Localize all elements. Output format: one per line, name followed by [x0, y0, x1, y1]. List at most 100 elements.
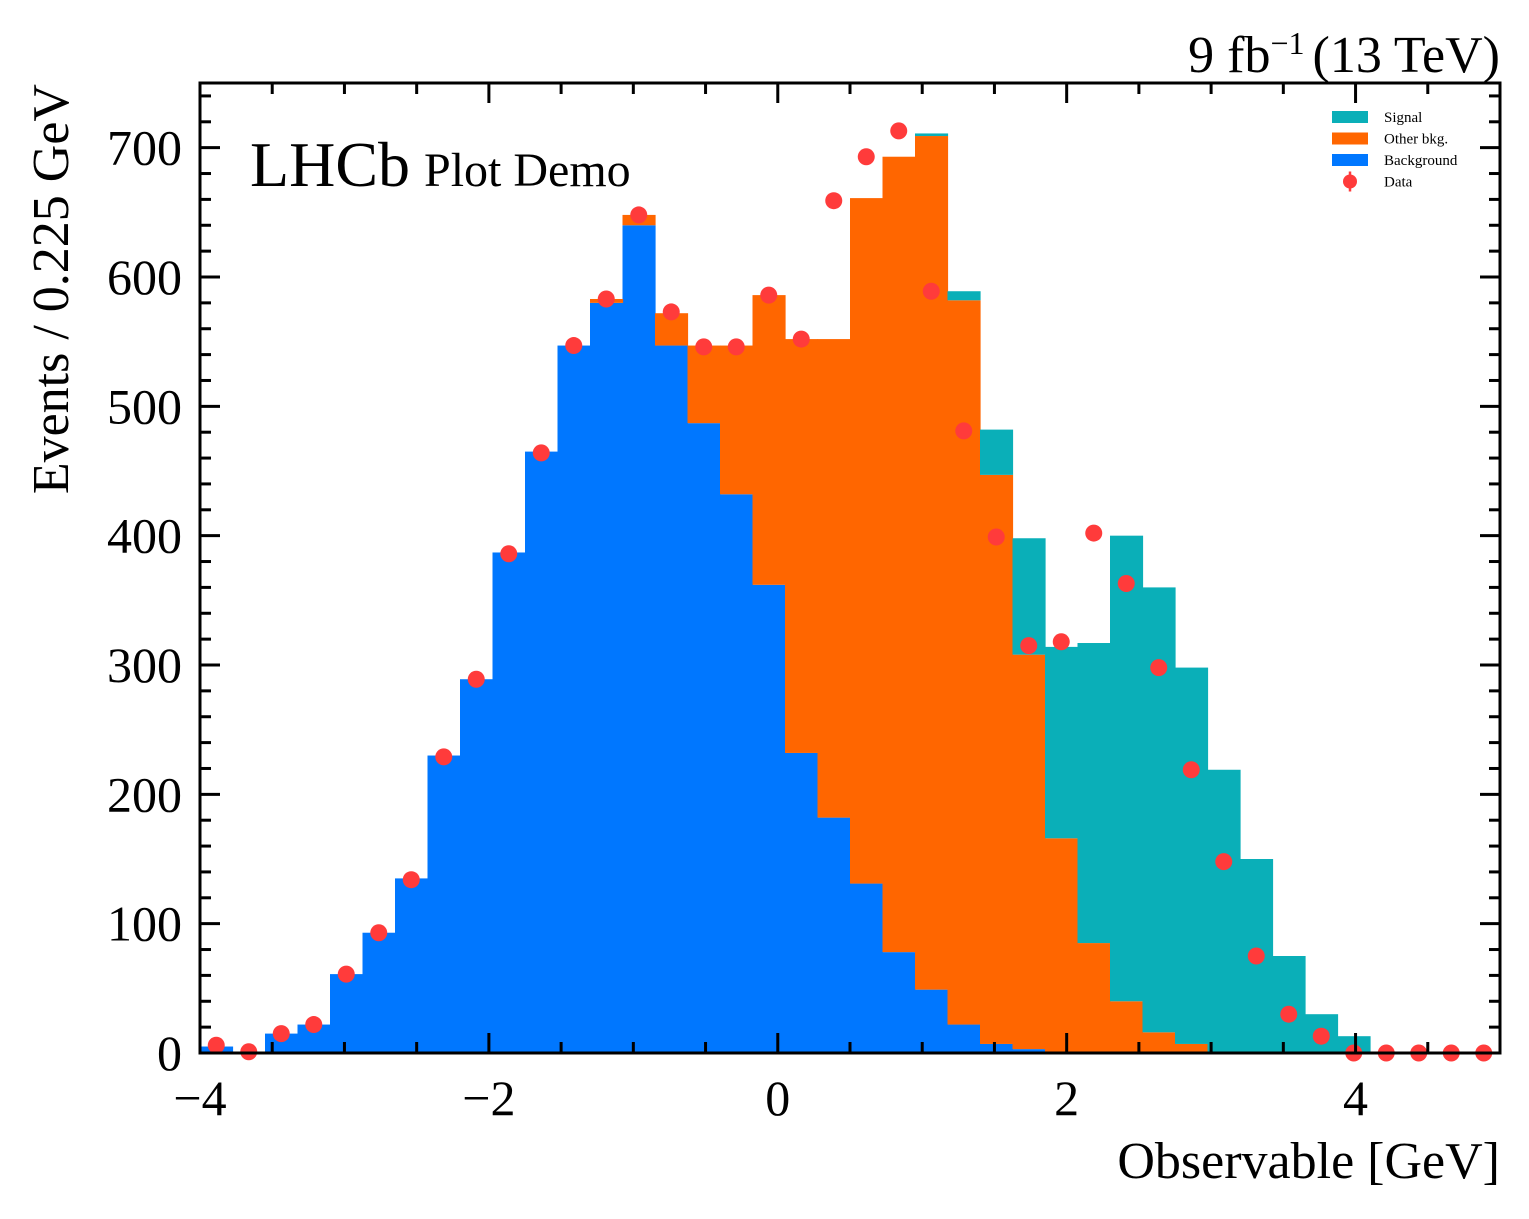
- data-point-28: [1117, 575, 1135, 593]
- bar-other-bkg-17: [752, 295, 786, 585]
- bar-other-bkg-19: [817, 339, 851, 818]
- data-point-9: [500, 545, 518, 563]
- bar-signal-22: [915, 133, 949, 137]
- data-point-23: [955, 422, 973, 440]
- y-tick-label: 400: [107, 508, 182, 564]
- bar-other-bkg-30: [1175, 1043, 1209, 1053]
- data-point-25: [1020, 637, 1038, 655]
- bar-background-22: [915, 989, 949, 1053]
- bar-background-5: [362, 932, 396, 1053]
- data-point-15: [695, 338, 713, 356]
- legend-swatch-other-bkg: [1332, 132, 1368, 145]
- y-tick-label: 300: [107, 637, 182, 693]
- bar-signal-29: [1142, 587, 1176, 1033]
- data-point-16: [727, 338, 745, 356]
- bar-signal-23: [947, 291, 981, 301]
- data-point-5: [370, 924, 388, 942]
- data-point-20: [857, 148, 875, 166]
- bar-signal-24: [980, 429, 1014, 475]
- bar-other-bkg-23: [947, 300, 981, 1025]
- bar-other-bkg-29: [1142, 1032, 1176, 1053]
- y-axis-title: Events / 0.225 GeV: [23, 84, 80, 494]
- bar-other-bkg-26: [1045, 838, 1079, 1053]
- experiment-label: LHCb Plot Demo: [250, 129, 631, 200]
- bar-background-14: [655, 345, 689, 1053]
- bar-other-bkg-22: [915, 136, 949, 990]
- y-tick-label: 600: [107, 249, 182, 305]
- data-point-6: [402, 871, 420, 889]
- data-point-19: [825, 192, 843, 210]
- x-tick-label: −4: [173, 1070, 226, 1126]
- y-tick-label: 200: [107, 766, 182, 822]
- bar-background-18: [785, 752, 819, 1053]
- data-point-31: [1215, 853, 1233, 871]
- legend-label-signal: Signal: [1384, 110, 1422, 126]
- data-point-32: [1247, 947, 1265, 965]
- bar-background-12: [590, 302, 624, 1053]
- data-point-26: [1052, 633, 1070, 651]
- legend: Signal Other bkg. Background Data: [1332, 110, 1458, 192]
- data-point-4: [337, 965, 355, 983]
- bar-other-bkg-21: [882, 156, 916, 953]
- bar-signal-33: [1272, 956, 1306, 1053]
- legend-swatch-signal: [1332, 111, 1368, 123]
- stacked-bars: [200, 133, 1371, 1054]
- data-point-18: [792, 330, 810, 348]
- data-point-29: [1150, 659, 1168, 677]
- bar-signal-31: [1207, 769, 1241, 1053]
- data-point-14: [662, 303, 680, 321]
- bar-signal-30: [1175, 667, 1209, 1044]
- bar-background-21: [882, 952, 916, 1053]
- bar-background-7: [427, 755, 461, 1053]
- subtitle-label: Plot Demo: [424, 144, 631, 197]
- bar-background-25: [1012, 1049, 1046, 1053]
- data-point-34: [1312, 1027, 1330, 1045]
- axes: −4 −2 0 2 4 0 100 200 300 400 500 600 700: [107, 83, 1502, 1126]
- data-point-12: [597, 290, 615, 308]
- data-point-27: [1085, 524, 1103, 542]
- data-point-22: [922, 282, 940, 300]
- data-point-30: [1182, 761, 1200, 779]
- bar-background-19: [817, 817, 851, 1053]
- bar-other-bkg-25: [1012, 654, 1046, 1050]
- legend-label-data: Data: [1384, 175, 1413, 191]
- bar-other-bkg-24: [980, 474, 1014, 1044]
- bar-background-16: [720, 494, 754, 1053]
- bar-background-9: [492, 552, 526, 1053]
- data-point-10: [532, 444, 550, 462]
- data-point-8: [467, 670, 485, 688]
- bar-background-15: [687, 423, 721, 1053]
- luminosity-exponent: −1: [1270, 25, 1304, 61]
- bar-background-6: [395, 878, 429, 1053]
- data-point-17: [760, 286, 778, 304]
- bar-other-bkg-15: [687, 345, 721, 424]
- y-tick-label: 0: [157, 1025, 182, 1081]
- x-tick-label: −2: [462, 1070, 515, 1126]
- x-tick-label: 2: [1054, 1070, 1079, 1126]
- legend-label-background: Background: [1384, 153, 1458, 169]
- y-tick-label: 100: [107, 896, 182, 952]
- data-point-24: [987, 528, 1005, 546]
- y-tick-label: 700: [107, 120, 182, 176]
- bar-signal-27: [1077, 643, 1111, 944]
- y-tick-label: 500: [107, 378, 182, 434]
- bar-background-11: [557, 345, 591, 1053]
- plot-frame: [198, 81, 1502, 1055]
- luminosity-label: 9 fb−1 (13 TeV): [1188, 25, 1500, 84]
- bar-background-10: [525, 451, 559, 1054]
- bar-background-23: [947, 1024, 981, 1053]
- bar-other-bkg-27: [1077, 943, 1111, 1053]
- data-point-11: [565, 337, 583, 355]
- data-point-13: [630, 206, 648, 224]
- x-tick-label: 0: [765, 1070, 790, 1126]
- data-point-3: [305, 1016, 323, 1034]
- bar-signal-25: [1012, 538, 1046, 655]
- bar-background-4: [330, 974, 364, 1053]
- bar-background-17: [752, 584, 786, 1053]
- bar-signal-28: [1110, 535, 1144, 1002]
- data-point-2: [272, 1025, 290, 1043]
- bar-other-bkg-18: [785, 339, 819, 753]
- data-point-0: [207, 1036, 225, 1054]
- legend-swatch-background: [1332, 154, 1368, 166]
